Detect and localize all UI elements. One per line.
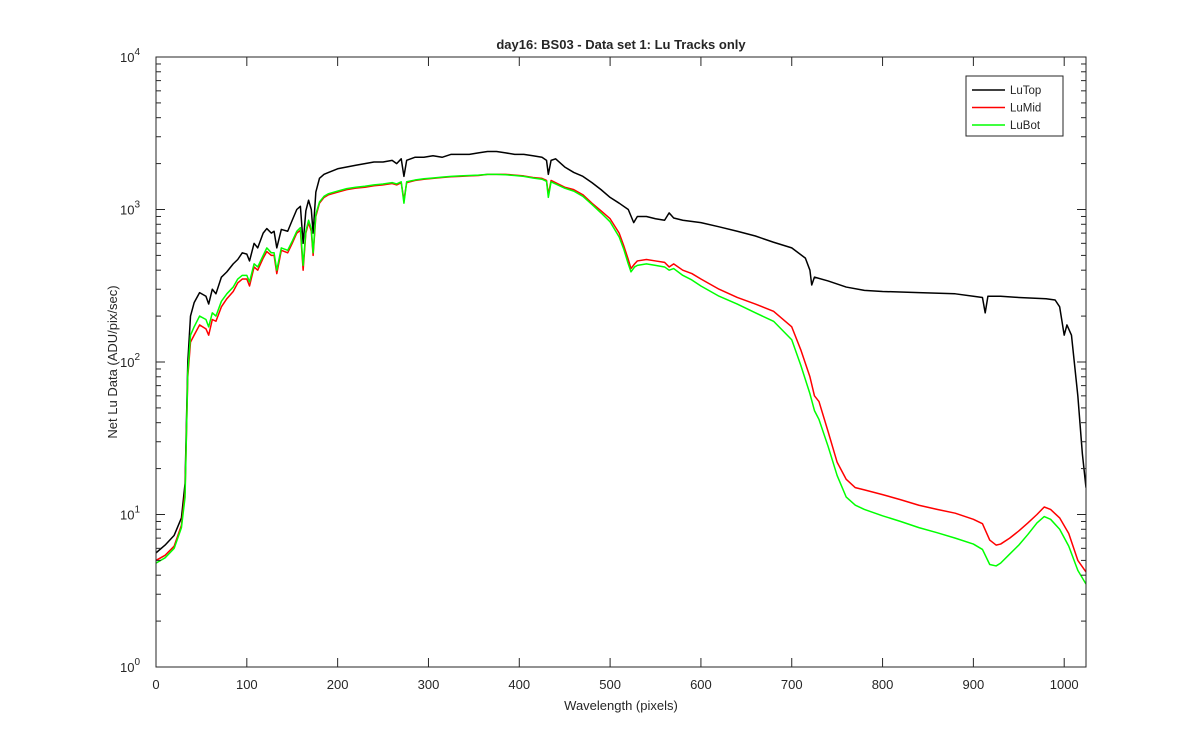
- x-tick-label: 1000: [1050, 677, 1079, 692]
- legend-label: LuBot: [1010, 120, 1041, 132]
- y-tick-label-exponent: 2: [134, 352, 140, 363]
- y-tick-label-base: 10: [120, 508, 134, 523]
- x-tick-label: 600: [690, 677, 712, 692]
- x-tick-label: 200: [327, 677, 349, 692]
- y-tick-label-base: 10: [120, 355, 134, 370]
- series-layer: [156, 150, 1086, 585]
- series-line-lutop: [156, 150, 1086, 554]
- y-axis-label: Net Lu Data (ADU/pix/sec): [105, 285, 120, 438]
- x-axis-ticks: 0 100 200 300 400 500 600 700 800 900 1000: [152, 57, 1079, 692]
- plot-area-background: [156, 57, 1086, 667]
- x-tick-label: 500: [599, 677, 621, 692]
- x-axis-label: Wavelength (pixels): [564, 698, 678, 713]
- x-tick-label: 900: [963, 677, 985, 692]
- y-tick-label-base: 10: [120, 50, 134, 65]
- y-tick-label: 104: [120, 47, 140, 65]
- y-tick-label-base: 10: [120, 660, 134, 675]
- y-tick-label: 100: [120, 657, 140, 675]
- y-tick-label-base: 10: [120, 203, 134, 218]
- x-tick-label: 100: [236, 677, 258, 692]
- x-tick-label: 800: [872, 677, 894, 692]
- y-tick-label: 101: [120, 505, 140, 523]
- x-tick-label: 700: [781, 677, 803, 692]
- x-tick-label: 0: [152, 677, 159, 692]
- series-line-lubot: [156, 173, 1086, 585]
- x-tick-label: 300: [418, 677, 440, 692]
- chart-title: day16: BS03 - Data set 1: Lu Tracks only: [496, 37, 746, 52]
- y-tick-label-exponent: 3: [134, 200, 140, 211]
- y-tick-label: 103: [120, 200, 140, 218]
- y-tick-label: 102: [120, 352, 140, 370]
- legend: LuTop LuMid LuBot: [965, 75, 1064, 137]
- y-tick-label-exponent: 0: [134, 657, 140, 668]
- legend-label: LuTop: [1010, 85, 1041, 97]
- y-tick-label-exponent: 1: [134, 505, 140, 516]
- y-tick-label-exponent: 4: [134, 47, 140, 58]
- x-tick-label: 400: [508, 677, 530, 692]
- legend-box: [965, 75, 1064, 137]
- legend-label: LuMid: [1010, 103, 1041, 115]
